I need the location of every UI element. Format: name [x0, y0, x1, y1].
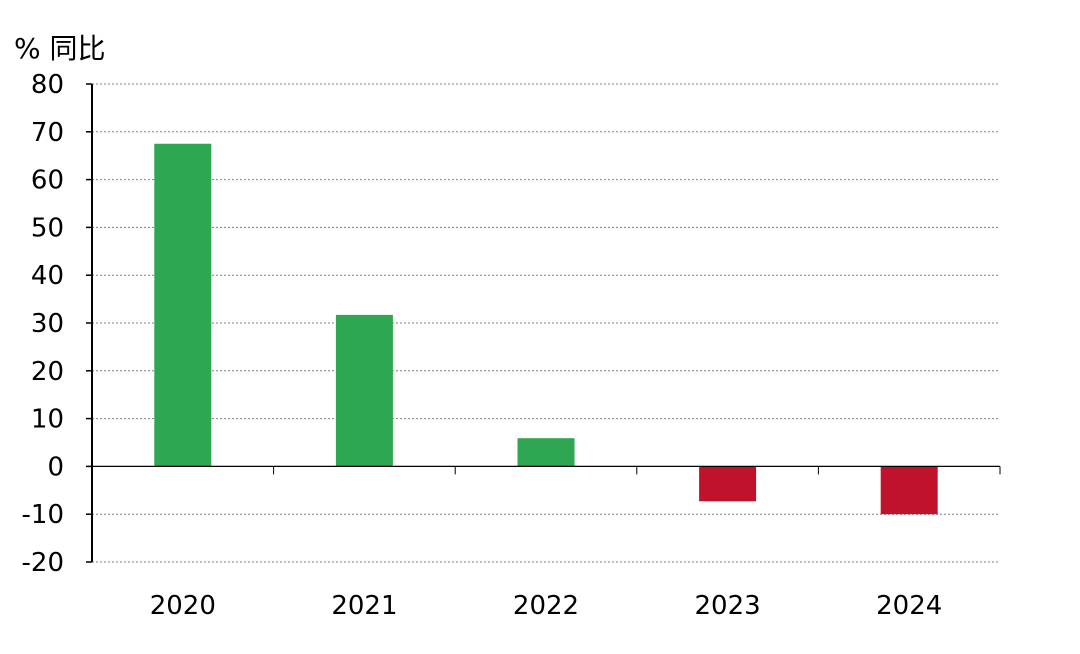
y-tick-labels: 80 70 60 50 40 30 20 10 0 -10 -20 — [22, 70, 64, 578]
x-tick-label: 2020 — [150, 591, 216, 621]
y-tick-label: 60 — [31, 166, 64, 196]
y-tick-label: 20 — [31, 357, 64, 387]
x-tick-label: 2021 — [331, 591, 397, 621]
y-unit-label: % 同比 — [14, 32, 106, 65]
x-tick-label: 2023 — [695, 591, 761, 621]
y-tick-label: 40 — [31, 261, 64, 291]
bars — [154, 143, 938, 515]
y-tick-label: 70 — [31, 118, 64, 148]
bar-2022 — [517, 438, 575, 467]
bar-2020 — [154, 143, 212, 467]
gridlines — [92, 83, 1000, 563]
bar-2024 — [880, 466, 938, 515]
y-tick-label: 30 — [31, 309, 64, 339]
axes — [86, 83, 1001, 563]
bar-2023 — [699, 466, 757, 502]
y-tick-label: -20 — [22, 548, 64, 578]
x-tick-labels: 2020 2021 2022 2023 2024 — [150, 591, 943, 621]
x-tick-label: 2022 — [513, 591, 579, 621]
y-tick-label: -10 — [22, 500, 64, 530]
y-tick-label: 50 — [31, 213, 64, 243]
y-tick-label: 0 — [47, 452, 64, 482]
bar-2021 — [335, 314, 393, 467]
y-tick-label: 10 — [31, 405, 64, 435]
y-tick-label: 80 — [31, 70, 64, 100]
x-tick-label: 2024 — [876, 591, 942, 621]
